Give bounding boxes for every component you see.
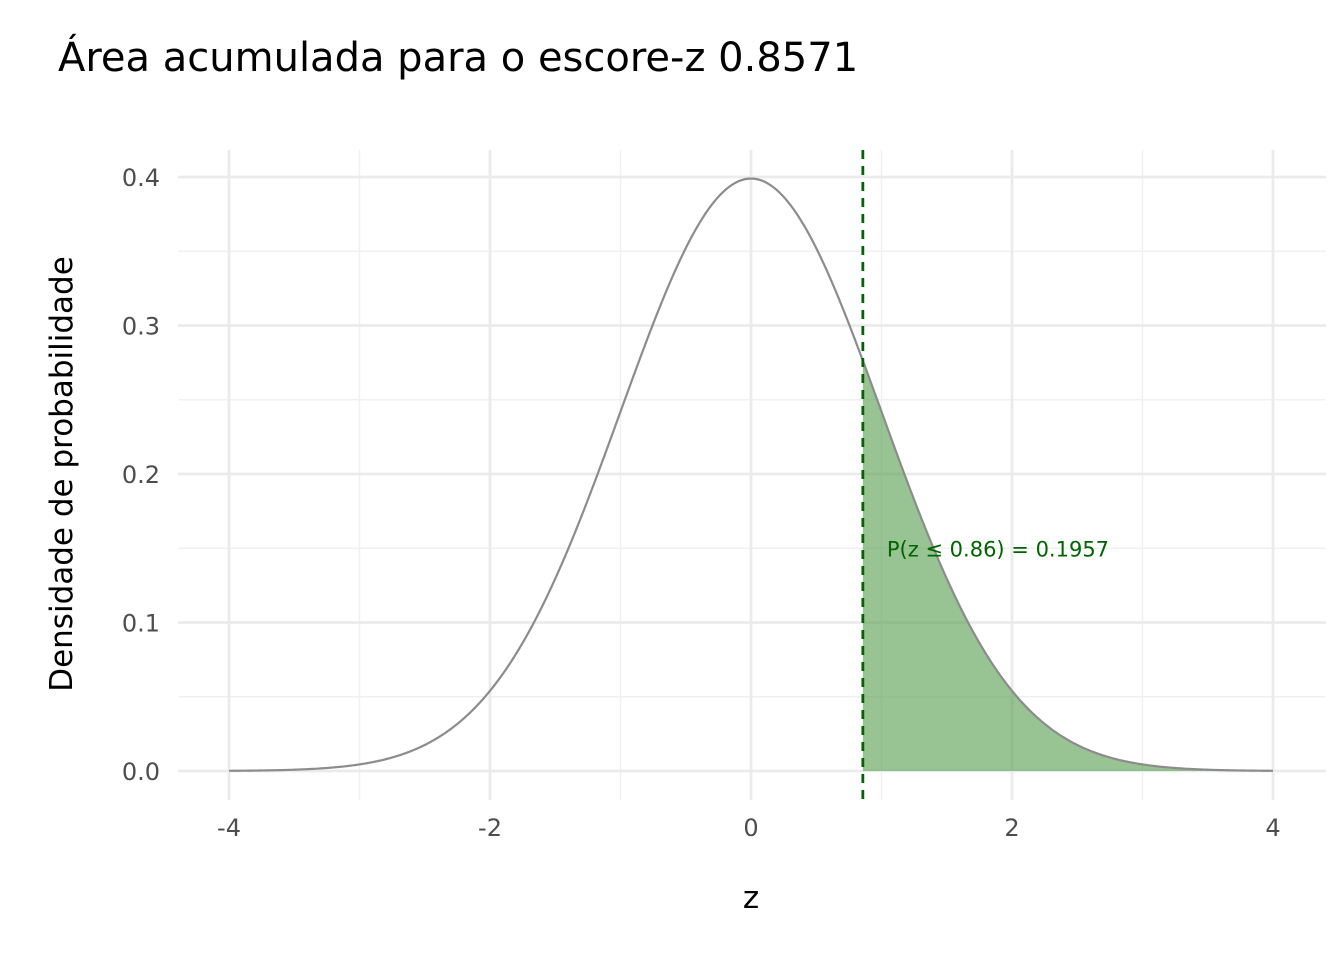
curve-layer xyxy=(228,177,1274,772)
x-tick-label: 0 xyxy=(743,814,758,842)
grid-layer xyxy=(178,150,1326,800)
x-tick-label: -4 xyxy=(217,814,241,842)
y-tick-labels: 0.0 0.1 0.2 0.3 0.4 xyxy=(122,164,160,786)
x-tick-labels: -4 -2 0 2 4 xyxy=(217,814,1281,842)
y-axis-title: Densidade de probabilidade xyxy=(44,256,80,692)
x-tick-label: 2 xyxy=(1004,814,1019,842)
y-tick-label: 0.1 xyxy=(122,610,160,638)
x-tick-label: 4 xyxy=(1265,814,1280,842)
shaded-area xyxy=(862,360,1273,771)
chart-title: Área acumulada para o escore-z 0.8571 xyxy=(58,35,859,81)
annotation-layer: P(z ≤ 0.86) = 0.1957 xyxy=(887,537,1109,561)
x-axis-title: z xyxy=(743,880,759,916)
y-tick-label: 0.3 xyxy=(122,313,160,341)
annotation-label: P(z ≤ 0.86) = 0.1957 xyxy=(887,537,1109,561)
y-tick-label: 0.2 xyxy=(122,461,160,489)
x-tick-label: -2 xyxy=(478,814,502,842)
y-tick-label: 0.4 xyxy=(122,164,160,192)
y-tick-label: 0.0 xyxy=(122,758,160,786)
area-layer xyxy=(862,360,1273,771)
density-curve xyxy=(228,177,1274,772)
